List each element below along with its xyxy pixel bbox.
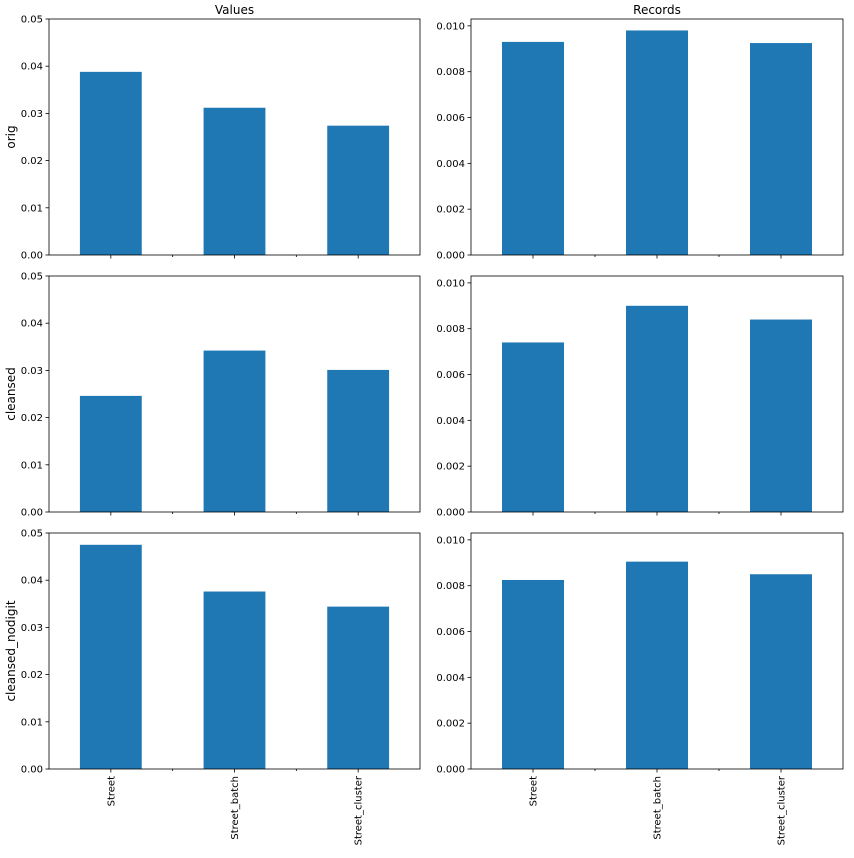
y-tick-label: 0.010: [436, 278, 465, 289]
y-tick-label: 0.004: [436, 159, 465, 170]
subplot-orig-records: 0.000 0.002 0.004 0.006 0.008 0.010: [436, 18, 844, 262]
x-tick-label-street-cluster: Street_cluster: [777, 775, 788, 845]
y-tick-label: 0.004: [436, 416, 465, 427]
y-tick-label: 0.008: [436, 581, 465, 592]
y-tick-label: 0.00: [21, 508, 43, 519]
bar-street: [502, 41, 564, 255]
bar-street-cluster: [750, 43, 812, 255]
subplot-cleansed-nodigit-values: 0.00 0.01 0.02 0.03 0.04 0.05 Street Street_bat…: [21, 529, 421, 845]
subplot-cleansed-nodigit-records: 0.000 0.002 0.004 0.006 0.008 0.010 Street Stre…: [436, 532, 844, 845]
y-tick-label: 0.02: [21, 156, 43, 167]
bar-street-batch: [626, 30, 688, 255]
y-tick-label: 0.000: [436, 765, 465, 776]
bar-street-batch: [203, 591, 266, 769]
bar-street: [502, 342, 564, 512]
y-tick-label: 0.002: [436, 719, 465, 730]
y-tick-label: 0.006: [436, 370, 465, 381]
y-tick-label: 0.01: [21, 717, 43, 728]
y-tick-label: 0.008: [436, 67, 465, 78]
y-tick-label: 0.05: [21, 272, 43, 283]
bar-street-batch: [626, 305, 688, 512]
bar-street-cluster: [327, 606, 390, 769]
row-label-cleansed: cleansed: [4, 367, 18, 421]
y-tick-label: 0.002: [436, 205, 465, 216]
bar-street: [79, 71, 142, 255]
column-title-values: Values: [215, 3, 254, 17]
bar-street: [79, 395, 142, 512]
subplot-orig-values: 0.00 0.01 0.02 0.03 0.04 0.05: [21, 15, 421, 262]
x-tick-label-street-cluster: Street_cluster: [354, 775, 365, 845]
bar-street: [502, 579, 564, 769]
bar-street-batch: [203, 350, 266, 512]
subplot-cleansed-records: 0.000 0.002 0.004 0.006 0.008 0.010: [436, 275, 844, 519]
row-label-cleansed-nodigit: cleansed_nodigit: [4, 600, 18, 701]
y-tick-label: 0.006: [436, 113, 465, 124]
y-tick-label: 0.00: [21, 765, 43, 776]
y-tick-label: 0.03: [21, 109, 43, 120]
x-tick-label-street: Street: [106, 776, 117, 806]
y-tick-label: 0.01: [21, 460, 43, 471]
y-tick-label: 0.00: [21, 251, 43, 262]
bar-street-batch: [203, 107, 266, 256]
y-tick-label: 0.03: [21, 623, 43, 634]
column-title-records: Records: [633, 3, 681, 17]
bar-street-cluster: [750, 319, 812, 512]
y-tick-label: 0.04: [21, 576, 43, 587]
y-tick-label: 0.05: [21, 15, 43, 26]
y-tick-label: 0.010: [436, 21, 465, 32]
y-tick-label: 0.002: [436, 462, 465, 473]
y-tick-label: 0.05: [21, 529, 43, 540]
x-tick-label-street-batch: Street_batch: [653, 776, 664, 840]
subplot-cleansed-values: 0.00 0.01 0.02 0.03 0.04 0.05: [21, 272, 421, 519]
y-tick-label: 0.000: [436, 251, 465, 262]
y-tick-label: 0.006: [436, 627, 465, 638]
y-tick-label: 0.004: [436, 673, 465, 684]
row-label-orig: orig: [4, 125, 18, 148]
y-tick-label: 0.01: [21, 203, 43, 214]
y-tick-label: 0.000: [436, 508, 465, 519]
bar-street-cluster: [327, 369, 390, 512]
y-tick-label: 0.02: [21, 670, 43, 681]
bar-street-cluster: [327, 125, 390, 255]
x-tick-label-street: Street: [529, 776, 540, 806]
bar-street-batch: [626, 561, 688, 769]
bar-street: [79, 544, 142, 769]
bar-street-cluster: [750, 574, 812, 769]
y-tick-label: 0.04: [21, 62, 43, 73]
y-tick-label: 0.010: [436, 535, 465, 546]
y-tick-label: 0.008: [436, 324, 465, 335]
x-tick-label-street-batch: Street_batch: [230, 776, 241, 840]
y-tick-label: 0.04: [21, 319, 43, 330]
y-tick-label: 0.03: [21, 366, 43, 377]
y-tick-label: 0.02: [21, 413, 43, 424]
